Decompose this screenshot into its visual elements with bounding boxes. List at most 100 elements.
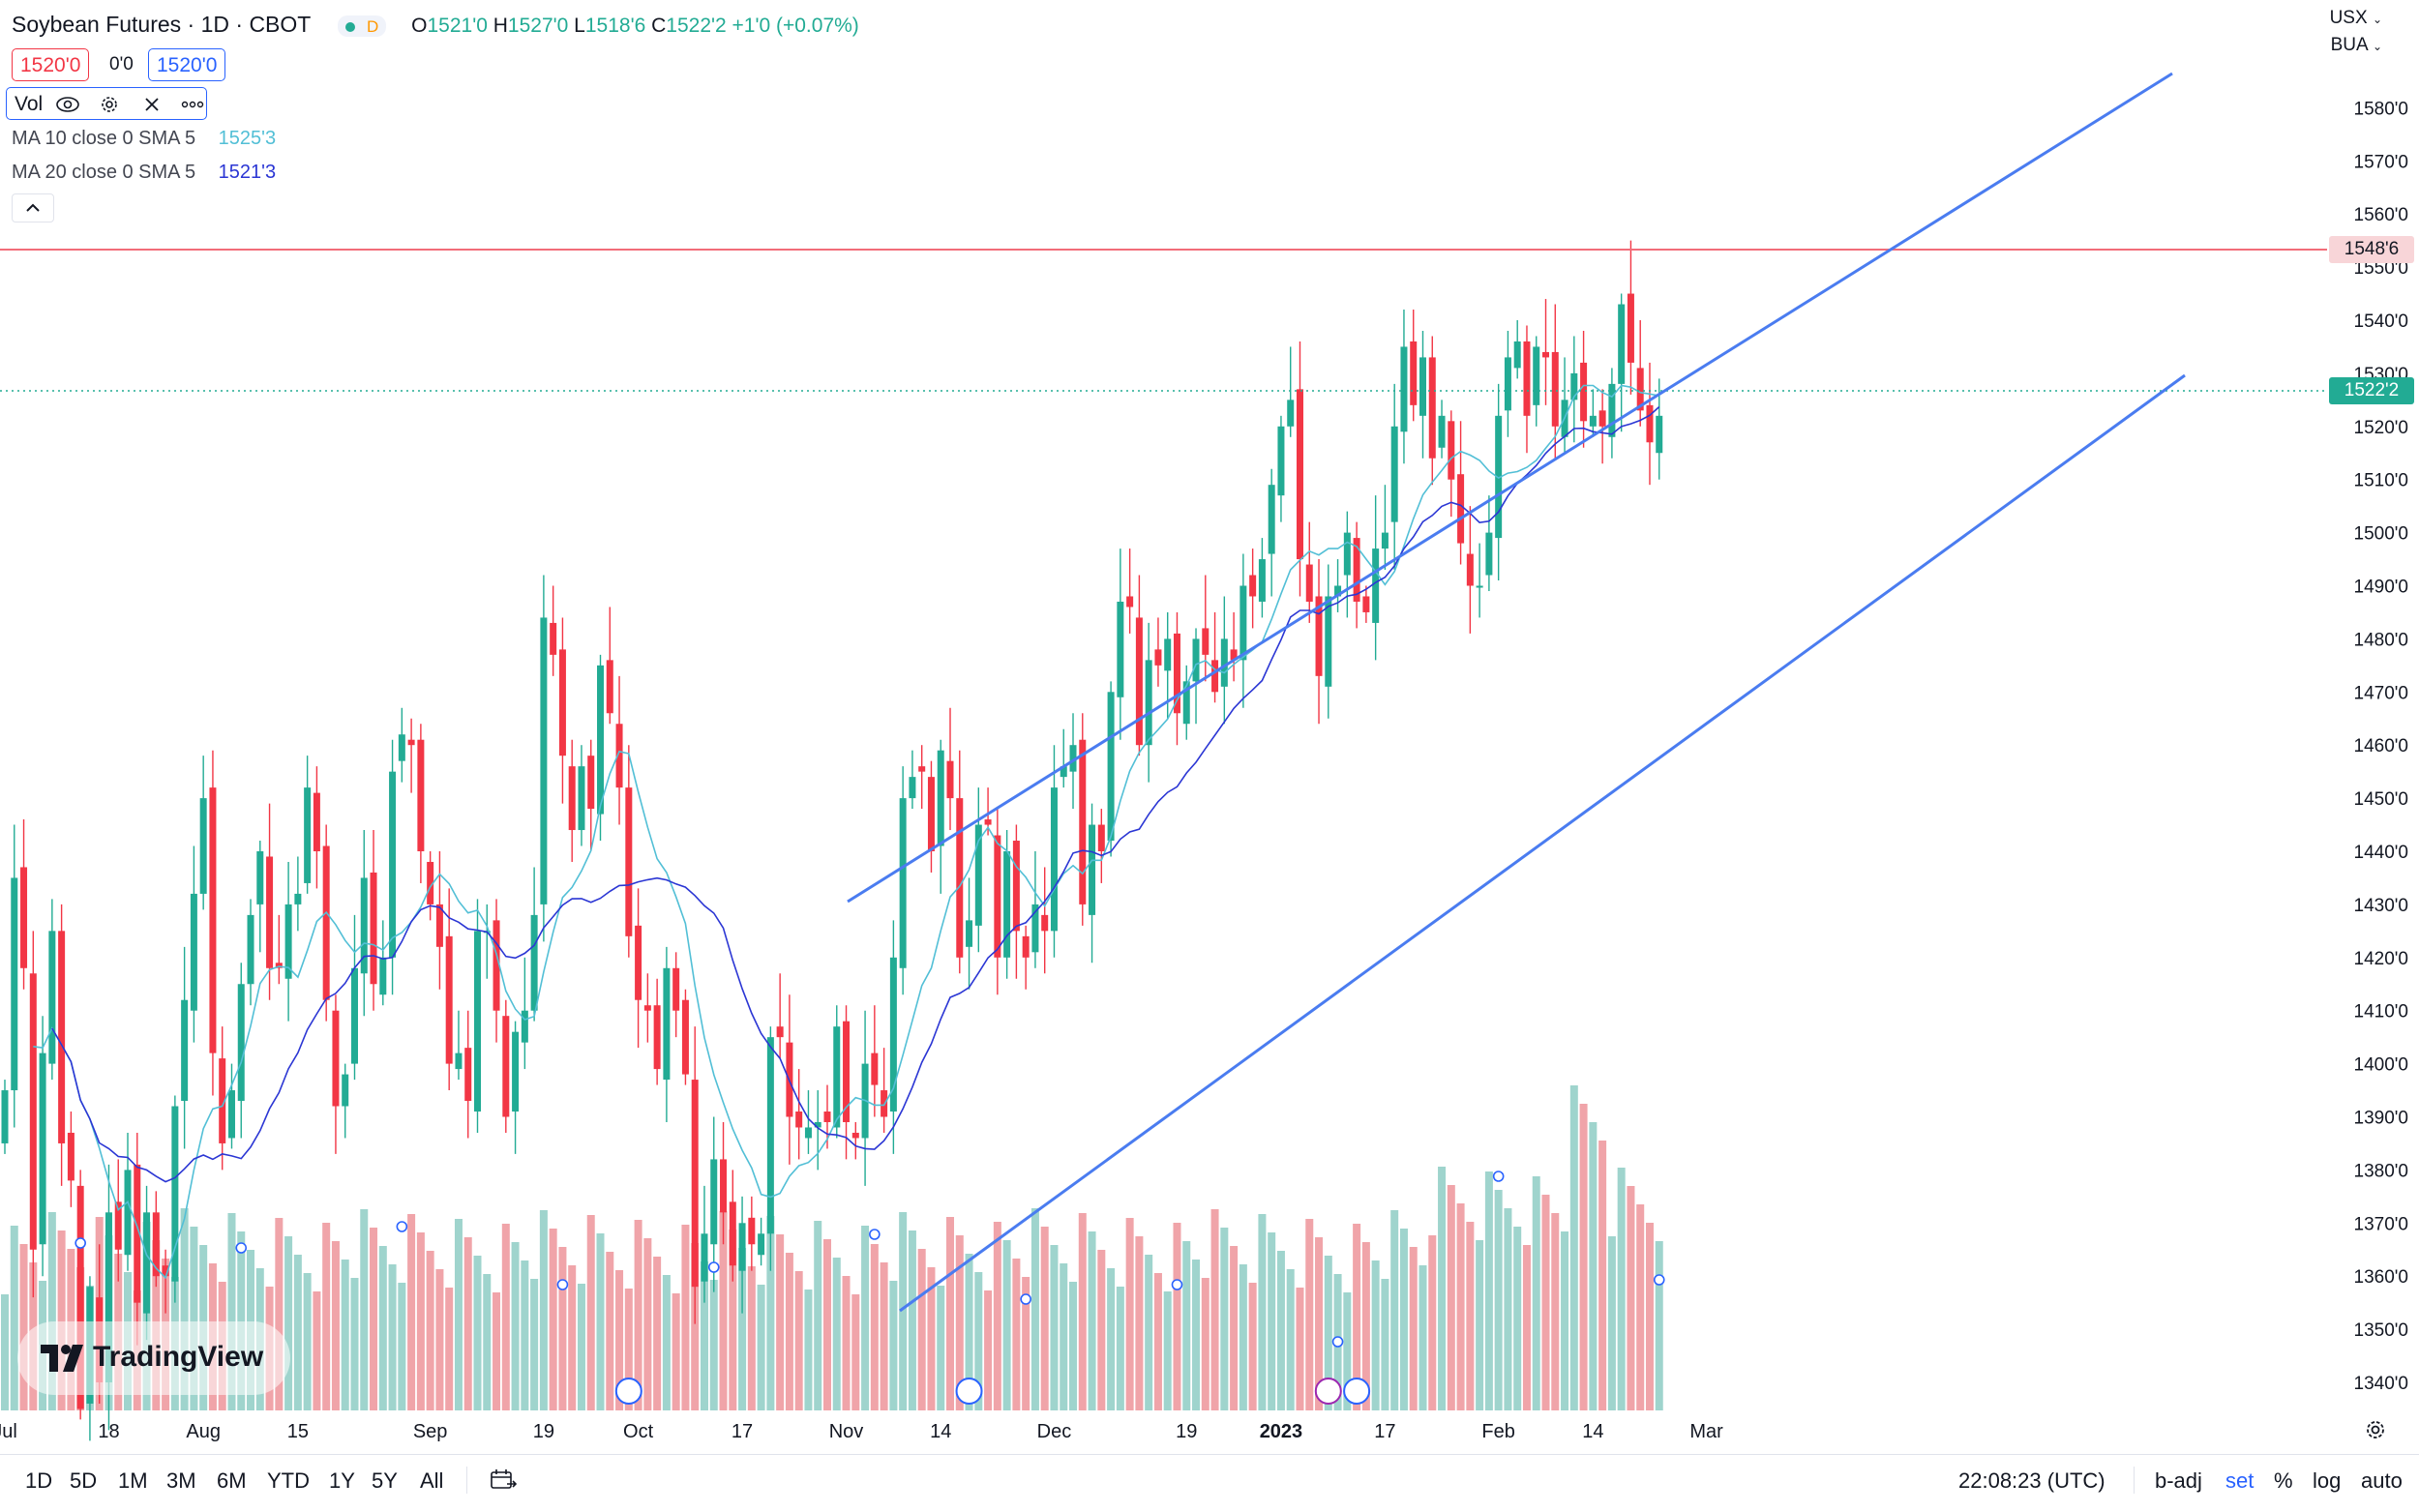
event-marker[interactable]	[235, 1242, 248, 1254]
event-marker[interactable]	[1331, 1336, 1344, 1348]
event-marker[interactable]	[1020, 1293, 1031, 1305]
range-5d-button[interactable]: 5D	[70, 1468, 98, 1493]
trend-channel[interactable]	[0, 72, 2327, 1313]
event-marker[interactable]	[869, 1229, 881, 1240]
ma10-row[interactable]: MA 10 close 0 SMA 5 1525'3	[12, 128, 276, 150]
event-badge-icon[interactable]	[1343, 1378, 1371, 1405]
log-scale-toggle[interactable]: log	[2313, 1468, 2342, 1493]
candle-body	[152, 1212, 160, 1277]
volume-bar	[861, 1226, 870, 1410]
range-1d-button[interactable]: 1D	[25, 1468, 53, 1493]
sell-button[interactable]: 1520'0	[12, 48, 90, 81]
gear-icon[interactable]	[99, 94, 120, 115]
price-tick-label: 1550'0	[2354, 258, 2408, 279]
event-marker[interactable]	[396, 1221, 408, 1232]
ma20-line	[51, 405, 1660, 1183]
volume-bar	[1343, 1292, 1352, 1410]
event-marker[interactable]	[1653, 1274, 1665, 1286]
volume-bar	[1268, 1232, 1276, 1410]
volume-bar	[691, 1243, 700, 1410]
candle-body	[1448, 421, 1455, 480]
eye-icon[interactable]	[55, 96, 80, 113]
candle-body	[1315, 596, 1323, 676]
volume-bar	[634, 1220, 642, 1410]
back-adjust-toggle[interactable]: b-adj	[2155, 1468, 2202, 1493]
candle-body	[76, 1185, 84, 1409]
candle-body	[342, 1074, 349, 1107]
candle-body	[966, 920, 973, 947]
candle-body	[1438, 415, 1446, 448]
event-badge-icon[interactable]	[955, 1378, 983, 1405]
status-dot-icon	[345, 22, 356, 33]
range-6m-button[interactable]: 6M	[217, 1468, 247, 1493]
volume-bar	[1258, 1214, 1267, 1410]
event-marker[interactable]	[707, 1261, 720, 1273]
range-5y-button[interactable]: 5Y	[372, 1468, 398, 1493]
date-range-icon[interactable]	[490, 1468, 517, 1492]
candle-body	[1353, 538, 1360, 602]
candle-body	[266, 856, 274, 968]
candle-body	[209, 787, 217, 1053]
ma20-row[interactable]: MA 20 close 0 SMA 5 1521'3	[12, 162, 276, 184]
collapse-legend-button[interactable]	[12, 193, 54, 222]
range-all-button[interactable]: All	[420, 1468, 444, 1493]
utc-clock[interactable]: 22:08:23 (UTC)	[1958, 1468, 2105, 1493]
volume-bar	[1276, 1251, 1285, 1410]
range-1y-button[interactable]: 1Y	[329, 1468, 355, 1493]
candle-body	[1164, 638, 1172, 671]
range-ytd-button[interactable]: YTD	[267, 1468, 310, 1493]
event-marker[interactable]	[1492, 1171, 1505, 1182]
volume-bar	[1220, 1228, 1229, 1410]
vol-indicator-row[interactable]: Vol	[6, 87, 207, 120]
percent-scale-toggle[interactable]: %	[2274, 1468, 2293, 1493]
event-markers[interactable]	[75, 1171, 1665, 1405]
volume-bar	[350, 1278, 359, 1410]
volume-bar	[1097, 1250, 1106, 1410]
volume-bar	[662, 1275, 671, 1410]
volume-bar	[984, 1290, 993, 1410]
candle-body	[578, 766, 585, 831]
event-badge-icon[interactable]	[614, 1378, 642, 1405]
symbol-title[interactable]: Soybean Futures · 1D · CBOT	[12, 12, 312, 37]
candle-body	[1012, 841, 1020, 932]
candle-body	[1504, 357, 1511, 411]
volume-bar	[1305, 1219, 1314, 1410]
candle-body	[672, 967, 680, 1011]
candle-body	[247, 914, 254, 985]
time-tick-label: 15	[287, 1421, 309, 1442]
range-3m-button[interactable]: 3M	[166, 1468, 196, 1493]
auto-scale-toggle[interactable]: auto	[2361, 1468, 2403, 1493]
volume-bar	[1361, 1242, 1370, 1410]
volume-bar	[322, 1223, 331, 1410]
volume-bar	[1135, 1236, 1144, 1410]
channel-upper-line[interactable]	[847, 72, 2173, 904]
price-chart[interactable]: 1340'0 1350'0 1360'0 1370'0 1380'0 1390'0 1400…	[0, 0, 2419, 1451]
event-marker[interactable]	[1171, 1279, 1183, 1290]
channel-lower-line[interactable]	[899, 373, 2186, 1313]
low-label: L	[574, 15, 585, 37]
volume-bar	[1145, 1255, 1153, 1410]
volume-bar	[426, 1251, 434, 1410]
low-value: 1518'6	[584, 15, 646, 37]
volume-bar	[870, 1244, 879, 1410]
candle-body	[1570, 372, 1578, 400]
unit-selector[interactable]: BUA ⌄	[2331, 35, 2382, 56]
volume-bar	[700, 1261, 708, 1410]
candle-body	[1050, 787, 1058, 932]
candle-body	[738, 1223, 746, 1271]
close-icon[interactable]	[143, 96, 161, 113]
settlement-toggle[interactable]: set	[2225, 1468, 2255, 1493]
candle-body	[946, 760, 954, 799]
chevron-up-icon	[26, 203, 40, 212]
range-1m-button[interactable]: 1M	[118, 1468, 148, 1493]
event-badge-icon[interactable]	[1314, 1378, 1342, 1405]
chart-settings-icon[interactable]	[2364, 1418, 2387, 1441]
candle-body	[162, 1265, 169, 1277]
currency-selector[interactable]: USX ⌄	[2330, 8, 2382, 29]
event-marker[interactable]	[75, 1237, 86, 1249]
more-icon[interactable]	[181, 101, 204, 108]
tradingview-logo[interactable]: TradingView	[17, 1321, 290, 1395]
event-marker[interactable]	[556, 1279, 569, 1290]
volume-bar	[1390, 1210, 1399, 1410]
buy-button[interactable]: 1520'0	[148, 48, 226, 81]
